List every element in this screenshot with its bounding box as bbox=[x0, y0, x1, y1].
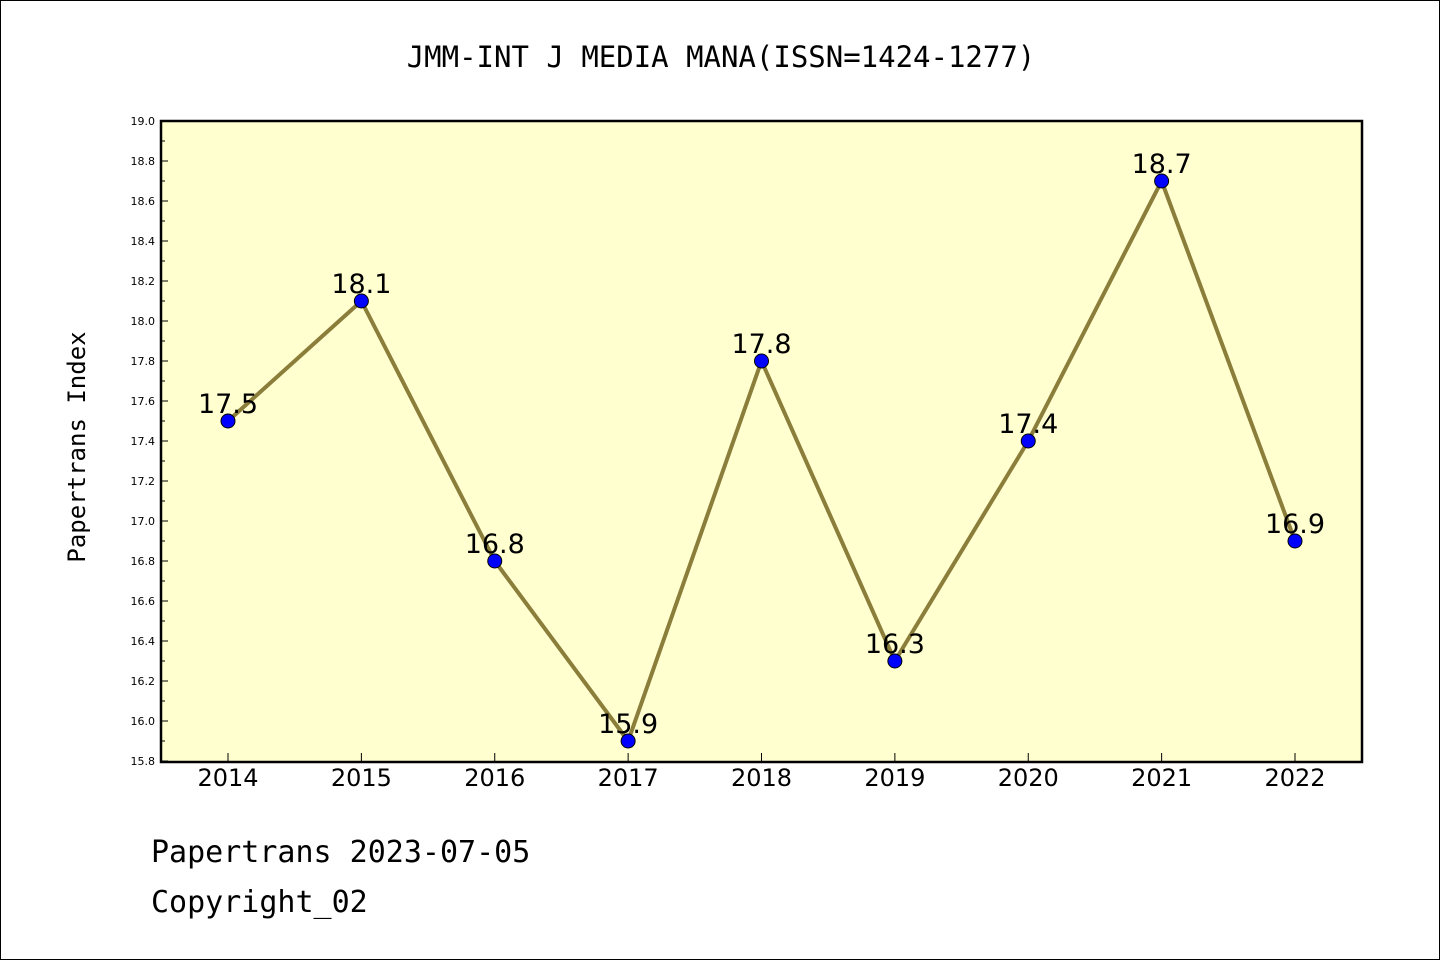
x-tick-label: 2018 bbox=[731, 764, 792, 792]
x-axis-ticks: 2014 2015 2016 2017 2018 2019 2020 2021 2022 bbox=[197, 753, 1326, 792]
data-point bbox=[754, 353, 769, 369]
x-tick-label: 2017 bbox=[598, 764, 659, 792]
y-tick-label: 16.8 bbox=[131, 555, 156, 568]
y-tick-label: 17.4 bbox=[131, 435, 156, 448]
plot-area bbox=[161, 121, 1362, 762]
footer-copyright: Copyright_02 bbox=[151, 885, 368, 920]
data-label: 16.9 bbox=[1265, 509, 1325, 540]
data-label: 17.8 bbox=[731, 329, 791, 360]
y-tick-label: 18.0 bbox=[131, 315, 156, 328]
data-point bbox=[1020, 433, 1036, 449]
y-tick-label: 16.0 bbox=[131, 715, 156, 728]
x-tick-label: 2019 bbox=[864, 764, 925, 792]
y-tick-label: 18.6 bbox=[131, 195, 156, 208]
y-tick-label: 17.6 bbox=[131, 395, 156, 408]
data-label: 17.4 bbox=[998, 409, 1058, 440]
x-tick-label: 2020 bbox=[998, 764, 1059, 792]
x-tick-label: 2016 bbox=[464, 764, 525, 792]
x-tick-label: 2022 bbox=[1264, 764, 1325, 792]
y-tick-label: 15.8 bbox=[131, 755, 156, 768]
x-tick-label: 2014 bbox=[197, 764, 258, 792]
data-label: 16.8 bbox=[465, 529, 525, 560]
y-tick-label: 17.0 bbox=[131, 515, 156, 528]
data-label: 18.1 bbox=[331, 269, 391, 300]
data-label: 16.3 bbox=[865, 629, 925, 660]
y-tick-label: 19.0 bbox=[131, 115, 156, 128]
y-tick-label: 16.6 bbox=[131, 595, 156, 608]
y-tick-label: 16.2 bbox=[131, 675, 156, 688]
data-point bbox=[620, 733, 636, 749]
data-label: 17.5 bbox=[198, 389, 258, 420]
data-point bbox=[1154, 173, 1170, 189]
y-tick-label: 18.4 bbox=[131, 235, 156, 248]
series-group: 17.5 18.1 16.8 15.9 17.8 16.3 17.4 18.7 16.9 bbox=[198, 149, 1325, 749]
y-axis-label: Papertrans Index bbox=[63, 331, 91, 562]
y-tick-label: 17.2 bbox=[131, 475, 156, 488]
data-point bbox=[220, 413, 236, 429]
y-tick-label: 17.8 bbox=[131, 355, 156, 368]
y-tick-label: 16.4 bbox=[131, 635, 156, 648]
data-point bbox=[1287, 533, 1303, 549]
data-point bbox=[353, 293, 369, 309]
data-point bbox=[487, 553, 503, 569]
chart-title: JMM-INT J MEDIA MANA(ISSN=1424-1277) bbox=[407, 40, 1036, 74]
y-axis-ticks: 15.8 16.0 16.2 16.4 16.6 16.8 17.0 17.2 17.4 17.6… bbox=[131, 115, 168, 768]
y-tick-label: 18.2 bbox=[131, 275, 156, 288]
footer-date: Papertrans 2023-07-05 bbox=[151, 835, 531, 870]
plot-border bbox=[159, 119, 1364, 764]
data-point bbox=[887, 653, 903, 669]
data-label: 15.9 bbox=[598, 709, 658, 740]
data-label: 18.7 bbox=[1132, 149, 1192, 180]
x-tick-label: 2015 bbox=[331, 764, 392, 792]
x-tick-label: 2021 bbox=[1131, 764, 1192, 792]
y-tick-label: 18.8 bbox=[131, 155, 156, 168]
